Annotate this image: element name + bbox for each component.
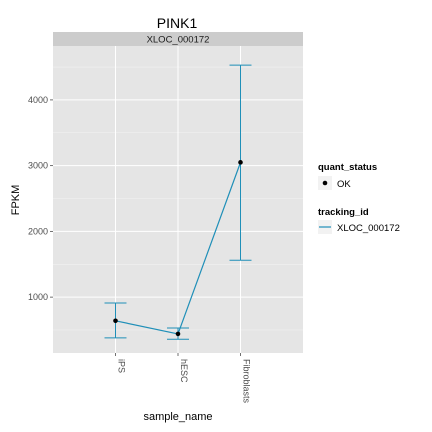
facet-strip	[53, 32, 303, 46]
chart-marks	[104, 64, 252, 340]
data-point	[175, 331, 181, 337]
data-point	[113, 318, 118, 324]
chart-title: PINK1	[157, 15, 198, 31]
y-tick-label: 2000	[28, 226, 48, 236]
y-tick-label: 1000	[28, 292, 48, 302]
facet-strip-label: XLOC_000172	[147, 35, 210, 46]
data-point	[238, 160, 243, 165]
y-tick-label: 3000	[28, 161, 48, 171]
legend-label-ok: OK	[337, 179, 351, 190]
x-tick-label: Fibroblasts	[242, 359, 252, 404]
legend-label-xloc: XLOC_000172	[337, 223, 400, 234]
legend: quant_status OK tracking_id XLOC_000172	[318, 162, 400, 234]
y-tick-label: 4000	[28, 95, 48, 105]
x-tick-label: iPS	[117, 359, 127, 373]
grid	[53, 46, 303, 353]
legend-point-icon	[322, 180, 328, 186]
legend-title-tracking-id: tracking_id	[318, 207, 369, 218]
x-axis-ticks: iPS hESC Fibroblasts	[115, 353, 252, 404]
y-axis-ticks: 1000 2000 3000 4000	[28, 95, 53, 302]
x-tick-label: hESC	[179, 359, 189, 383]
y-axis-title: FPKM	[10, 185, 22, 216]
x-axis-title: sample_name	[143, 411, 212, 423]
legend-title-quant-status: quant_status	[318, 162, 377, 173]
